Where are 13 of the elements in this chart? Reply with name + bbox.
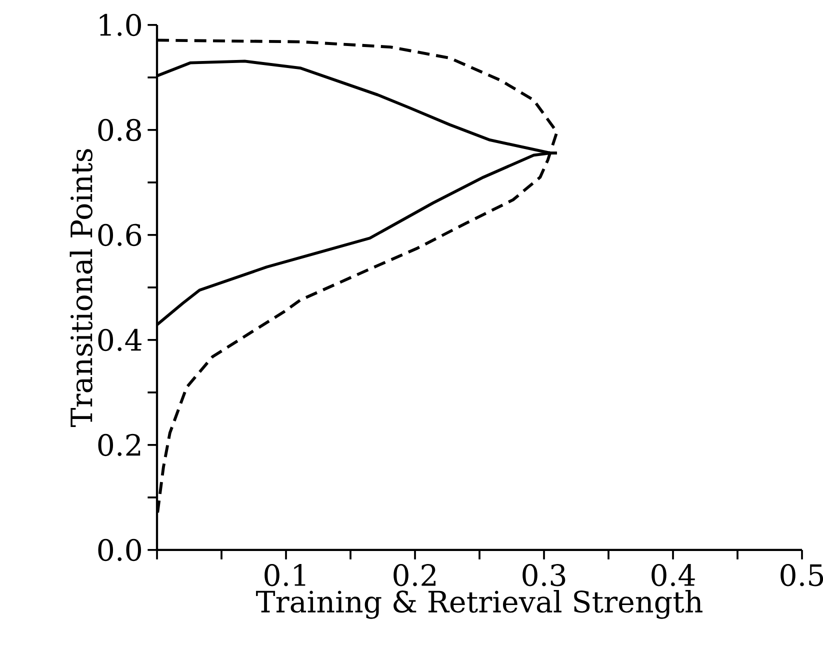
- y-tick-label: 0.6: [98, 224, 142, 246]
- y-tick-label: 0.2: [98, 434, 140, 456]
- y-tick-label: 1.0: [100, 14, 142, 36]
- x-tick-label: 0.1: [264, 564, 306, 586]
- x-tick-label: 0.5: [780, 564, 823, 586]
- x-tick-label: 0.2: [394, 564, 436, 586]
- x-axis-title: Training & Retrieval Strength: [256, 590, 702, 619]
- y-tick-label: 0.0: [98, 538, 142, 562]
- y-axis-title: Transitional Points: [70, 149, 92, 428]
- x-tick-label: 0.4: [652, 564, 695, 586]
- y-tick-label: 0.8: [98, 118, 141, 142]
- x-tick-label: 0.3: [522, 564, 566, 586]
- y-tick-label: 0.4: [98, 328, 142, 352]
